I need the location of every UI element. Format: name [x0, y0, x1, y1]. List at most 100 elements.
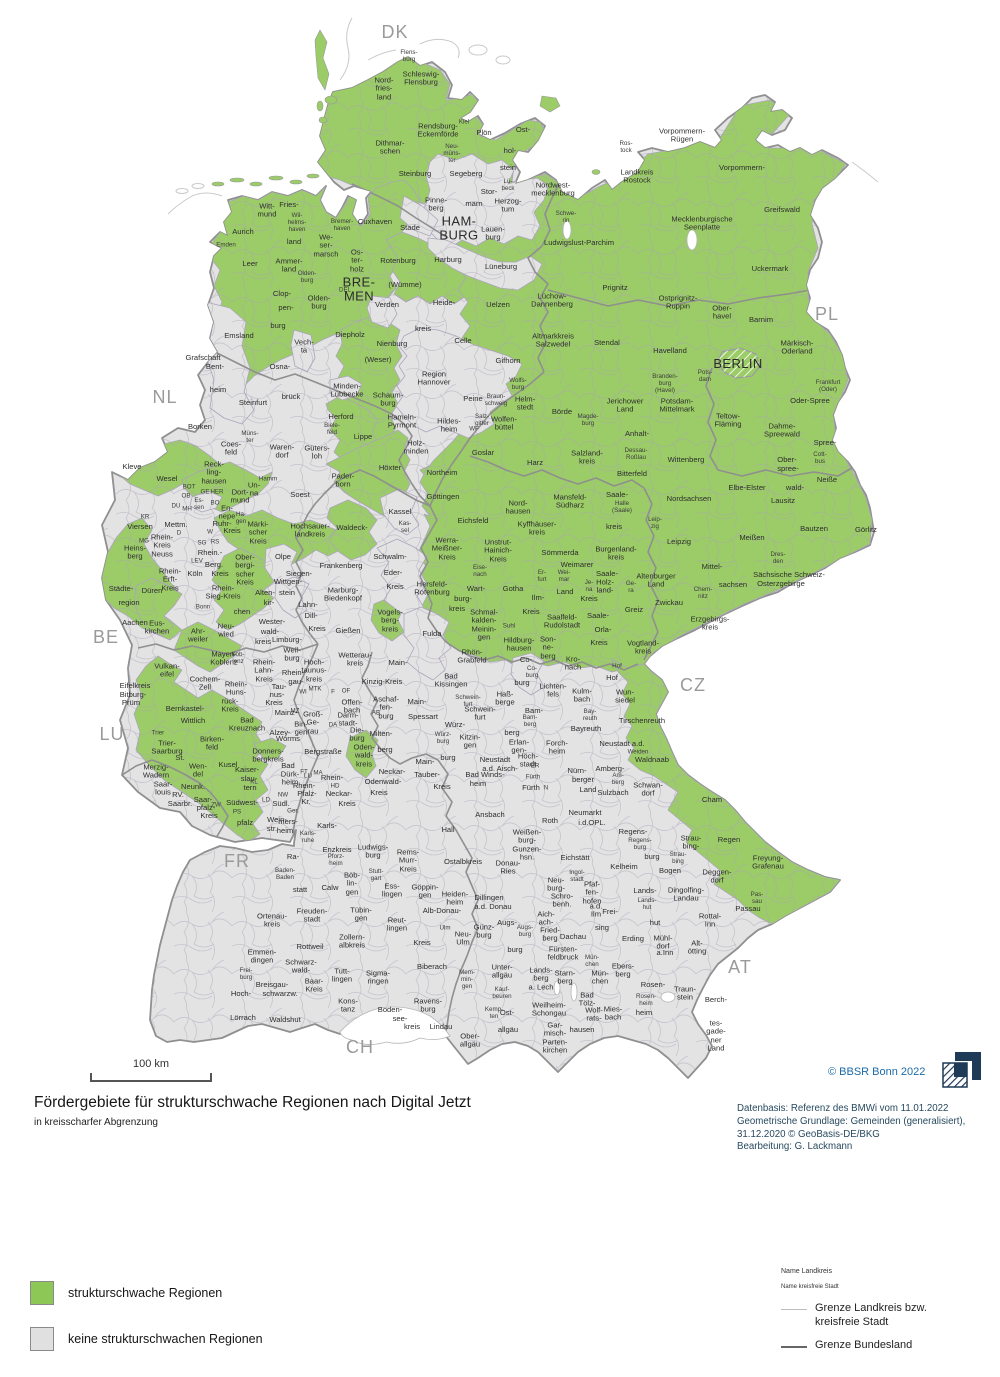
map-label: Dill-	[304, 610, 318, 620]
map-labels: DK NL BE LU FR CH AT CZ PL HAM- BURG BRE- MEN BERLI…	[93, 22, 877, 1057]
map-label: Heiden- heim	[441, 889, 469, 907]
map-label: Chem- nitz	[693, 586, 713, 600]
map-label: Erding	[622, 933, 644, 943]
map-label: Hof	[606, 672, 618, 682]
map-label: Breisgau-	[255, 979, 289, 989]
neighbor-coastlines	[167, 17, 879, 215]
map-label: Bin- gen	[294, 719, 308, 737]
map-label: Rhein.-	[197, 547, 223, 557]
source-note: Datenbasis: Referenz des BMWi vom 11.01.…	[737, 1103, 966, 1153]
map-label: Städte-	[108, 583, 134, 593]
district-boundaries-texture	[102, 57, 874, 1078]
map-label: Schwein- furt	[464, 704, 496, 722]
map-label: Dort- mund	[230, 487, 250, 505]
bbsr-logo	[941, 1050, 983, 1099]
map-label: Ost-	[515, 124, 531, 134]
map-label: CZ	[680, 675, 706, 696]
map-label: Roth	[541, 815, 559, 825]
map-label: Segeberg	[449, 168, 483, 178]
map-label: Merzig- Wadern	[142, 762, 170, 780]
map-label: Bent-	[205, 361, 225, 371]
map-label: Kreis	[433, 781, 451, 791]
map-label: Wolfs- burg	[509, 377, 527, 391]
map-label: Rems- Murr- Kreis	[396, 847, 420, 874]
map-label: Ober- havel	[712, 303, 732, 321]
map-label: Grafschaft	[185, 352, 221, 362]
map-label: Region Hannover	[417, 369, 451, 387]
map-label: Schmal- kalden- Meinin- gen	[470, 607, 498, 642]
map-label: Vogels- berg- kreis	[377, 607, 403, 634]
map-label: Nordwest- mecklenburg	[531, 180, 575, 198]
map-label: Main-	[407, 696, 427, 706]
map-label: Wolfen- büttel	[490, 414, 518, 432]
map-label: Passau	[735, 903, 761, 913]
map-label: Lands-	[633, 885, 657, 895]
map-label: LEV	[191, 557, 203, 565]
map-label: Uelzen	[486, 299, 510, 309]
map-label: Dingolfing- Landau	[667, 885, 705, 903]
map-label: Donau- Ries	[495, 858, 521, 876]
map-label: Bay- reuth	[582, 708, 598, 722]
map-label: tern	[243, 782, 257, 792]
lakes	[339, 220, 698, 1045]
map-label: DEL	[338, 286, 352, 294]
map-label: Rosen- heim	[636, 993, 656, 1007]
map-label: Rhön- Grabfeld	[457, 647, 487, 665]
map-label: Wil- helms- haven	[287, 211, 307, 233]
map-label: Orla-	[594, 624, 612, 634]
map-label: Hameln- Pyrmont	[387, 412, 417, 430]
map-label: gau-	[288, 676, 304, 686]
map-label: Kro- nach	[564, 654, 582, 672]
map-label: Reut- lingen	[386, 915, 408, 933]
map-label: Nürn-	[567, 765, 587, 775]
map-label: Greifswald	[764, 204, 800, 214]
map-label: Clop-	[272, 288, 292, 298]
map-label: heim	[276, 825, 294, 835]
map-label: Kr.	[301, 796, 311, 806]
map-label: Siegen-	[285, 568, 313, 578]
map-label: Anhalt-	[624, 428, 650, 438]
map-label: Fries-	[279, 199, 299, 209]
map-label: BRE- MEN	[342, 274, 376, 304]
map-label: Altmarkkreis Salzwedel	[532, 331, 574, 349]
map-label: OF	[341, 687, 351, 695]
map-label: Haß- berge	[495, 689, 515, 707]
map-label: Eder-	[383, 567, 403, 577]
map-label: Kas- sel	[398, 520, 412, 534]
map-label: Regens-	[618, 826, 648, 836]
map-label: Kreis	[413, 937, 431, 947]
map-label: MH	[182, 505, 192, 513]
map-label: Würz-	[444, 719, 466, 729]
map-label: Hall	[441, 824, 455, 834]
map-label: Güters- loh	[304, 443, 330, 461]
map-label: Böb- lin- gen	[343, 870, 361, 897]
map-label: Augs- burg	[516, 924, 534, 938]
map-label: Ost-	[499, 1007, 515, 1017]
map-label: Nord- hausen	[505, 498, 531, 516]
map-label: Frei-	[602, 906, 618, 916]
map-label: Wen- del	[188, 761, 208, 779]
map-label: Weimarer	[560, 559, 594, 569]
map-label: Braun- schweig	[484, 393, 508, 407]
map-label: Olpe	[274, 551, 292, 561]
map-label: Ludwigs- burg	[357, 842, 389, 860]
map-label: Kreis	[200, 810, 218, 820]
map-label: Waldnaab	[635, 754, 669, 764]
map-label: Kreis	[590, 637, 608, 647]
map-label: NL	[152, 387, 178, 408]
map-label: Wittenberg	[667, 454, 705, 464]
map-label: LD	[262, 796, 270, 804]
state-borders	[121, 181, 853, 1037]
map-label: Hoch-	[230, 988, 252, 998]
map-label: Augs-	[497, 917, 517, 927]
map-label: Frei- burg	[239, 967, 253, 981]
map-label: Die- burg	[349, 725, 365, 743]
map-label: Lindau	[429, 1021, 453, 1031]
map-label: Strau- bing	[669, 851, 687, 865]
map-label: kreis	[414, 323, 432, 333]
map-label: Witt- mund	[257, 201, 277, 219]
map-label: Saar- louis	[153, 779, 173, 797]
map-label: Karls- ruhe	[299, 830, 317, 844]
map-label: Ludwigslust-Parchim	[543, 237, 615, 247]
map-label: Schwein- furt	[455, 694, 481, 708]
